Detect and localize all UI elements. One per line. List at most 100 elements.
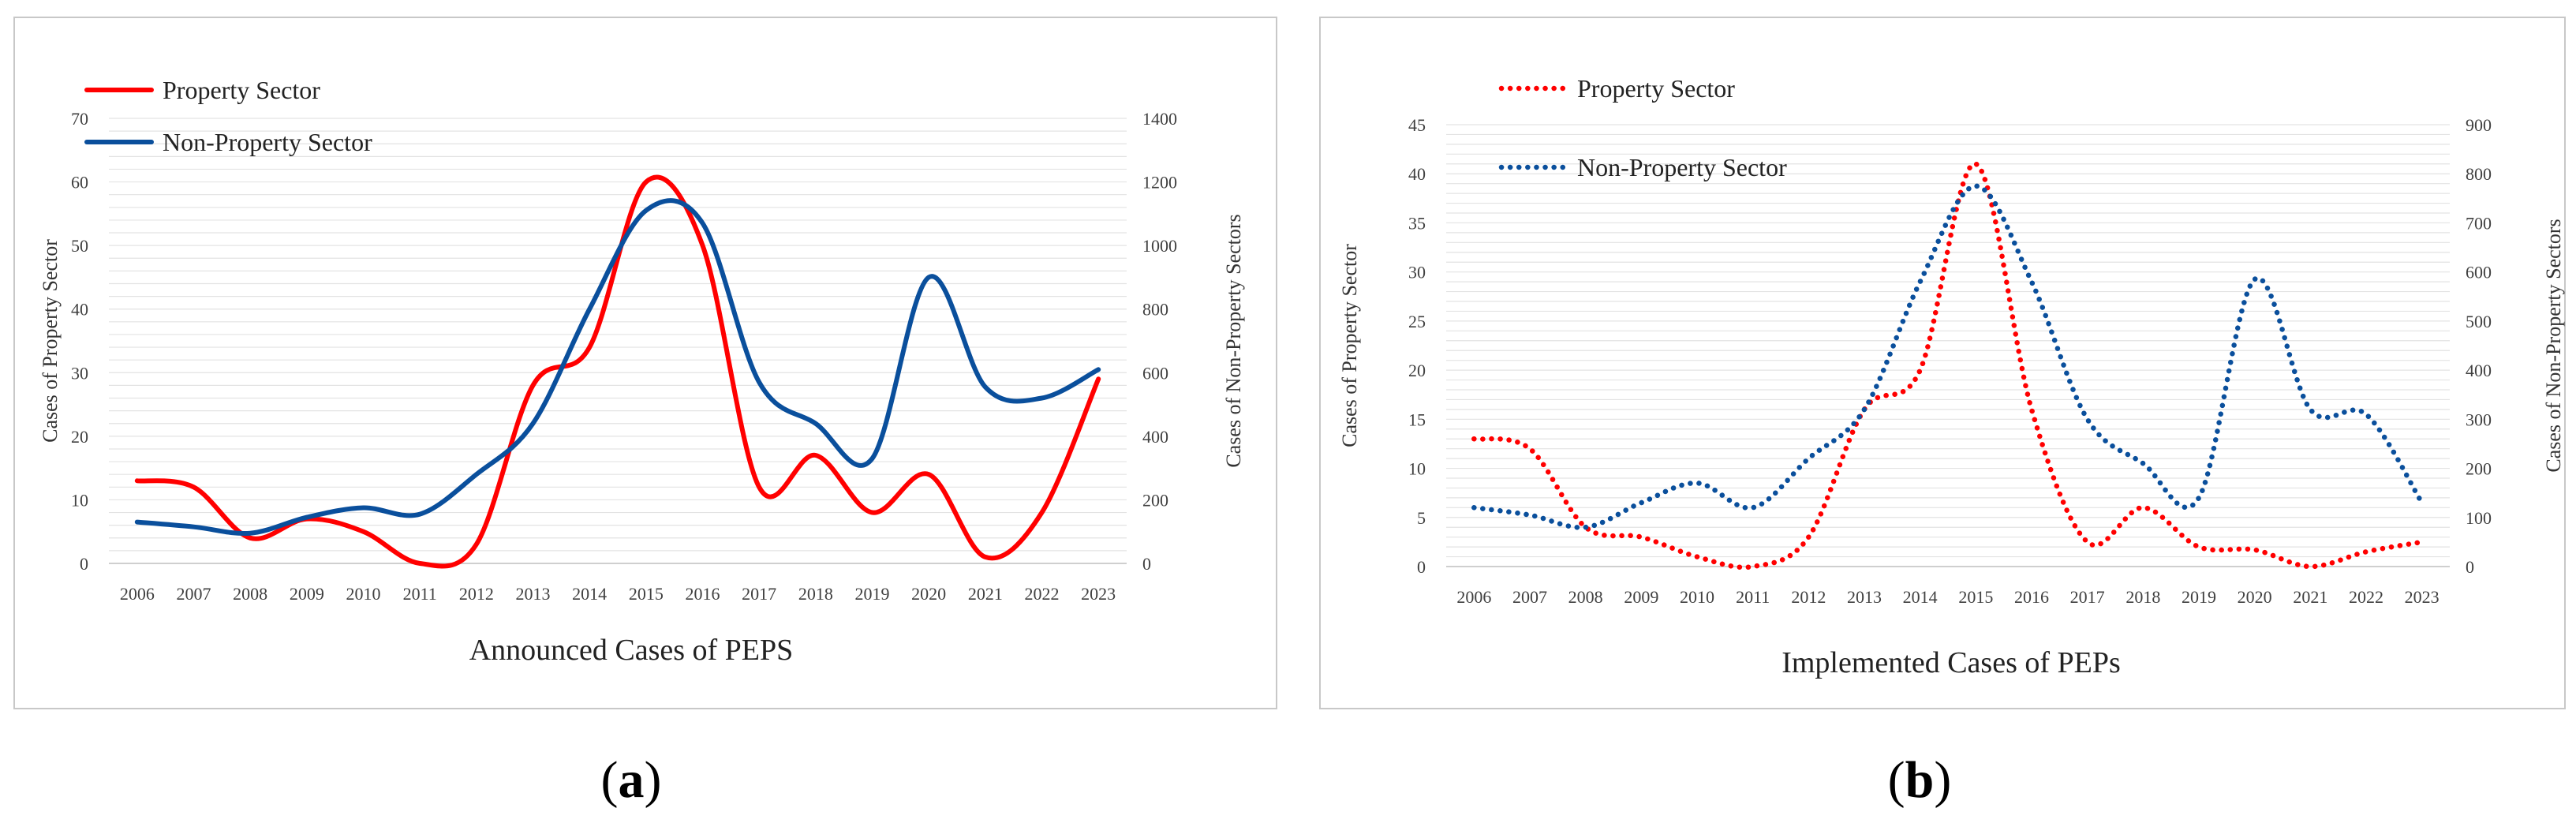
y-left-tick-label: 30 (71, 363, 88, 383)
y-left-tick-label: 15 (1408, 410, 1426, 429)
y-right-tick-label: 1000 (1142, 236, 1177, 256)
y-right-tick-label: 1200 (1142, 173, 1177, 193)
x-tick-label: 2014 (1903, 587, 1938, 607)
x-tick-labels: 2006 2007 2008 2009 2010 2011 2012 2013 2014 2015… (120, 584, 1116, 604)
y-right-tick-label: 100 (2466, 508, 2492, 528)
y-left-tick-label: 0 (80, 554, 88, 574)
x-tick-label: 2017 (2070, 587, 2105, 607)
x-tick-label: 2013 (516, 584, 551, 604)
y-left-tick-labels: 0 5 10 15 20 25 30 35 40 45 (1408, 115, 1426, 577)
y-left-axis-title: Cases of Property Sector (39, 239, 62, 443)
y-left-tick-label: 70 (71, 109, 88, 129)
x-tick-label: 2022 (1025, 584, 1060, 604)
y-left-tick-label: 40 (71, 300, 88, 320)
y-right-tick-label: 0 (1142, 554, 1151, 574)
x-tick-label: 2006 (120, 584, 155, 604)
x-tick-label: 2007 (1512, 587, 1547, 607)
x-tick-label: 2023 (2405, 587, 2440, 607)
y-left-tick-label: 20 (71, 427, 88, 447)
y-right-tick-label: 200 (2466, 459, 2492, 479)
y-left-axis-title: Cases of Property Sector (1338, 244, 1361, 447)
x-tick-label: 2013 (1847, 587, 1882, 607)
panel-caption: (a) (601, 751, 662, 809)
x-tick-labels: 2006 2007 2008 2009 2010 2011 2012 2013 2014 2015… (1456, 587, 2439, 607)
chart-title: Implemented Cases of PEPs (1782, 646, 2121, 679)
caption-paren: ( (601, 751, 619, 809)
x-tick-label: 2012 (459, 584, 494, 604)
x-tick-label: 2009 (290, 584, 324, 604)
panel-b: 2006 2007 2008 2009 2010 2011 2012 2013 2014 2015… (1288, 0, 2576, 823)
y-right-axis-title: Cases of Non-Property Sectors (2542, 219, 2565, 472)
x-tick-label: 2020 (911, 584, 946, 604)
x-tick-label: 2012 (1791, 587, 1826, 607)
y-left-tick-label: 20 (1408, 361, 1426, 380)
y-left-tick-label: 5 (1417, 508, 1426, 528)
y-right-tick-label: 400 (1142, 427, 1168, 447)
y-right-tick-label: 800 (1142, 300, 1168, 320)
y-right-tick-label: 200 (1142, 490, 1168, 510)
x-tick-label: 2011 (403, 584, 437, 604)
y-right-tick-label: 1400 (1142, 109, 1177, 129)
x-tick-label: 2011 (1736, 587, 1770, 607)
caption-paren: ) (645, 751, 662, 809)
panel-caption: (b) (1888, 751, 1952, 809)
x-tick-label: 2015 (1958, 587, 1993, 607)
x-tick-label: 2009 (1624, 587, 1658, 607)
legend-label-property-sector: Property Sector (163, 76, 320, 104)
y-left-tick-label: 35 (1408, 213, 1426, 233)
x-tick-label: 2014 (572, 584, 607, 604)
y-left-tick-label: 45 (1408, 115, 1426, 135)
y-left-tick-label: 10 (1408, 459, 1426, 479)
panel-a: 2006 2007 2008 2009 2010 2011 2012 2013 2014 2015… (13, 17, 1277, 809)
chart-frame (1319, 17, 2566, 709)
series-line-non-property-sector (1471, 183, 2425, 530)
y-right-tick-labels: 0 100 200 300 400 500 600 700 800 900 (2466, 115, 2492, 577)
y-left-tick-label: 60 (71, 173, 88, 193)
y-right-tick-label: 500 (2466, 312, 2492, 331)
y-right-tick-label: 400 (2466, 361, 2492, 380)
y-left-tick-label: 0 (1417, 557, 1426, 577)
legend-label-property-sector: Property Sector (1577, 74, 1735, 103)
caption-letter: b (1905, 751, 1935, 809)
series-line-property-sector (134, 174, 1101, 569)
y-left-tick-label: 40 (1408, 164, 1426, 184)
y-left-tick-label: 25 (1408, 312, 1426, 331)
y-left-tick-label: 10 (71, 490, 88, 510)
chart-b: 2006 2007 2008 2009 2010 2011 2012 2013 2014 2015… (1319, 17, 2566, 809)
caption-letter: a (619, 751, 645, 809)
y-left-tick-labels: 0 10 20 30 40 50 60 70 (71, 109, 88, 574)
x-tick-label: 2010 (346, 584, 381, 604)
y-right-tick-label: 900 (2466, 115, 2492, 135)
caption-paren: ( (1888, 751, 1905, 809)
x-tick-label: 2016 (686, 584, 720, 604)
y-right-tick-label: 300 (2466, 410, 2492, 429)
x-tick-label: 2006 (1456, 587, 1491, 607)
x-tick-label: 2007 (177, 584, 211, 604)
x-tick-label: 2019 (855, 584, 890, 604)
x-tick-label: 2018 (2125, 587, 2160, 607)
x-tick-label: 2020 (2238, 587, 2272, 607)
y-left-tick-label: 30 (1408, 263, 1426, 282)
chart-frame (13, 17, 1277, 709)
legend-label-non-property-sector: Non-Property Sector (1577, 153, 1787, 181)
y-right-tick-label: 700 (2466, 213, 2492, 233)
x-tick-label: 2021 (2293, 587, 2327, 607)
chart-a: 2006 2007 2008 2009 2010 2011 2012 2013 2014 2015… (13, 17, 1277, 809)
series-line-property-sector (1471, 161, 2425, 570)
x-tick-label: 2016 (2014, 587, 2049, 607)
x-tick-label: 2010 (1680, 587, 1714, 607)
x-tick-label: 2022 (2349, 587, 2383, 607)
y-right-tick-label: 0 (2466, 557, 2474, 577)
x-tick-label: 2023 (1081, 584, 1116, 604)
y-right-tick-label: 600 (2466, 263, 2492, 282)
x-tick-label: 2019 (2182, 587, 2216, 607)
y-right-tick-label: 800 (2466, 164, 2492, 184)
x-tick-label: 2021 (968, 584, 1003, 604)
series-line-non-property-sector (134, 198, 1101, 537)
x-tick-label: 2015 (629, 584, 664, 604)
y-right-axis-title: Cases of Non-Property Sectors (1222, 214, 1245, 467)
x-tick-label: 2008 (1568, 587, 1603, 607)
x-tick-label: 2008 (233, 584, 267, 604)
gridlines (109, 118, 1127, 552)
y-right-tick-labels: 0 200 400 600 800 1000 1200 1400 (1142, 109, 1177, 574)
